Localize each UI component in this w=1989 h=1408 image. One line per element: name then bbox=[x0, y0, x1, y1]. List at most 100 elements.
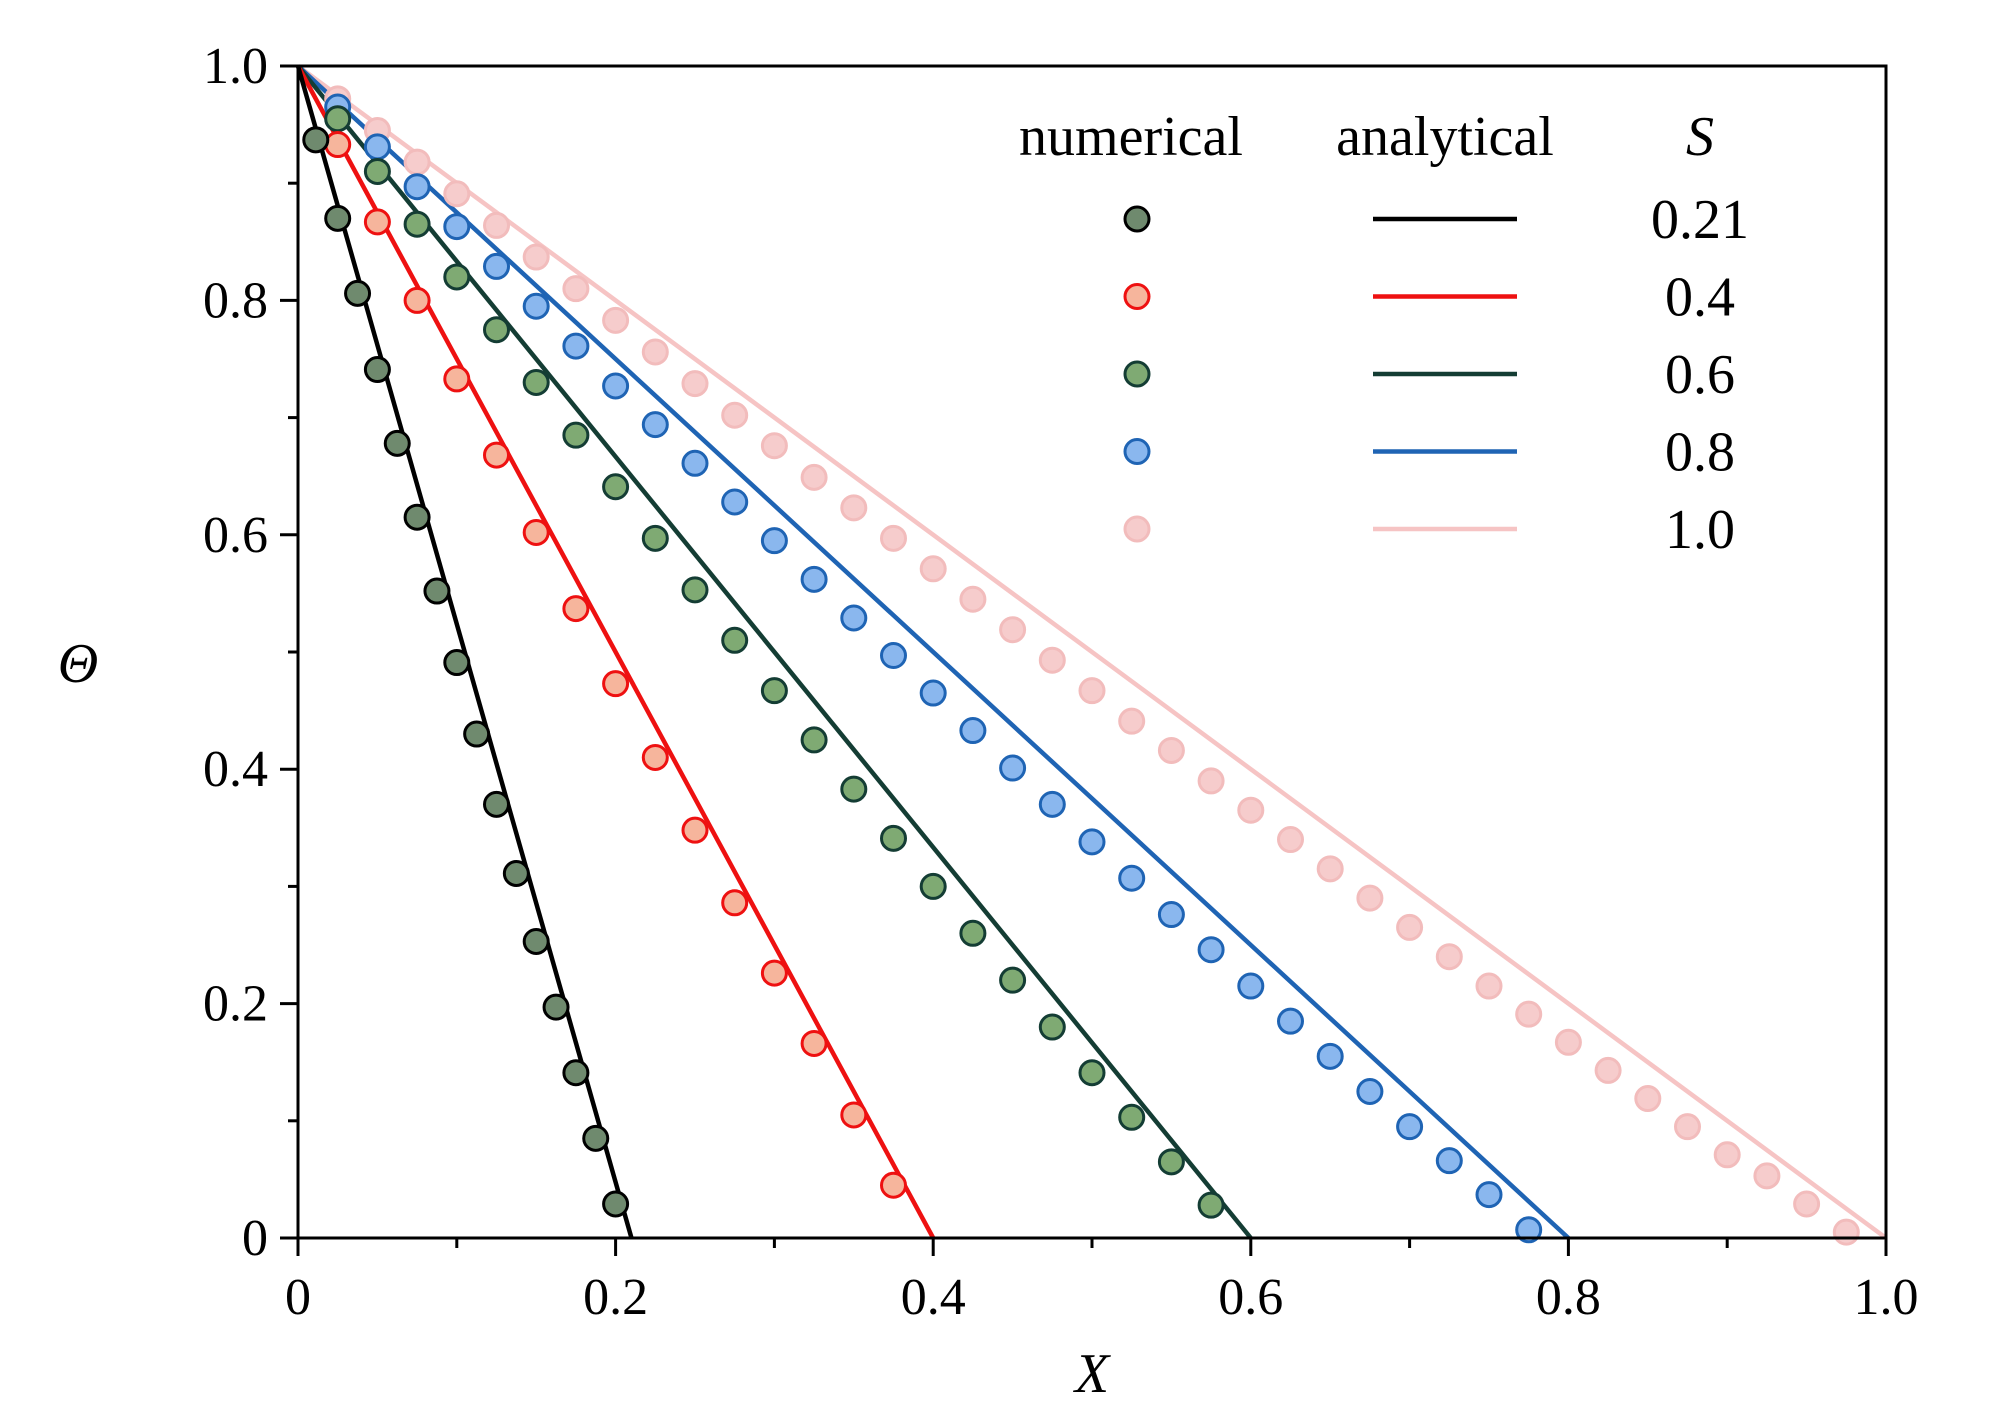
numerical-point-s-1.0 bbox=[562, 275, 590, 303]
numerical-point-s-0.8 bbox=[443, 213, 471, 241]
numerical-point-s-1.0 bbox=[1197, 767, 1225, 795]
numerical-point-s-0.6 bbox=[602, 473, 630, 501]
numerical-point-s-0.6 bbox=[721, 626, 749, 654]
numerical-point-s-0.21 bbox=[363, 356, 391, 384]
numerical-point-s-0.21 bbox=[344, 279, 372, 307]
numerical-point-s-1.0 bbox=[1713, 1141, 1741, 1169]
numerical-point-s-1.0 bbox=[1157, 736, 1185, 764]
numerical-point-s-1.0 bbox=[1793, 1190, 1821, 1218]
numerical-point-s-0.21 bbox=[403, 503, 431, 531]
numerical-point-s-1.0 bbox=[1038, 646, 1066, 674]
numerical-point-s-1.0 bbox=[681, 370, 709, 398]
y-tick-label: 0.2 bbox=[203, 976, 268, 1033]
numerical-point-s-0.8 bbox=[1316, 1042, 1344, 1070]
numerical-point-s-1.0 bbox=[760, 432, 788, 460]
numerical-point-s-0.6 bbox=[959, 919, 987, 947]
legend-label-s-0.21: 0.21 bbox=[1651, 189, 1749, 251]
numerical-point-s-0.8 bbox=[1157, 901, 1185, 929]
numerical-point-s-0.6 bbox=[522, 368, 550, 396]
numerical-point-s-0.6 bbox=[443, 263, 471, 291]
numerical-point-s-1.0 bbox=[919, 555, 947, 583]
numerical-point-s-0.4 bbox=[522, 518, 550, 546]
legend-header-analytical: analytical bbox=[1336, 106, 1554, 168]
y-tick-label: 1.0 bbox=[203, 38, 268, 95]
numerical-point-s-0.21 bbox=[483, 790, 510, 818]
numerical-point-s-1.0 bbox=[1475, 972, 1503, 1000]
numerical-point-s-1.0 bbox=[483, 211, 510, 239]
numerical-point-s-0.21 bbox=[302, 126, 330, 154]
numerical-point-s-0.6 bbox=[880, 824, 907, 852]
x-tick-label: 1.0 bbox=[1854, 1269, 1919, 1326]
legend-label-s-0.6: 0.6 bbox=[1665, 344, 1735, 406]
numerical-point-s-1.0 bbox=[641, 338, 669, 366]
numerical-point-s-1.0 bbox=[721, 401, 749, 429]
numerical-point-s-0.8 bbox=[403, 173, 431, 201]
legend-header-s: S bbox=[1686, 106, 1714, 168]
numerical-point-s-0.8 bbox=[363, 133, 391, 161]
y-axis-title: Θ bbox=[58, 633, 98, 695]
numerical-point-s-0.4 bbox=[602, 670, 630, 698]
numerical-point-s-1.0 bbox=[1515, 1000, 1543, 1028]
numerical-point-s-0.8 bbox=[1197, 936, 1225, 964]
numerical-point-s-1.0 bbox=[880, 524, 907, 552]
legend-label-s-0.4: 0.4 bbox=[1665, 267, 1735, 329]
legend-label-s-1.0: 1.0 bbox=[1665, 499, 1735, 561]
x-tick-label: 0.2 bbox=[583, 1269, 648, 1326]
numerical-point-s-0.8 bbox=[1118, 864, 1146, 892]
numerical-point-s-0.8 bbox=[1277, 1007, 1304, 1035]
numerical-point-s-0.6 bbox=[1078, 1059, 1106, 1087]
numerical-point-s-0.8 bbox=[483, 252, 510, 280]
x-axis-title: X bbox=[1073, 1343, 1112, 1403]
analytical-line-s-0.6 bbox=[296, 64, 1253, 1240]
numerical-point-s-0.4 bbox=[840, 1101, 868, 1129]
numerical-point-s-0.6 bbox=[1118, 1103, 1146, 1131]
numerical-point-s-0.8 bbox=[1038, 790, 1066, 818]
numerical-point-s-0.6 bbox=[562, 421, 590, 449]
numerical-point-s-0.8 bbox=[522, 292, 550, 320]
numerical-point-s-1.0 bbox=[800, 463, 828, 491]
numerical-point-s-1.0 bbox=[1356, 884, 1384, 912]
numerical-point-s-1.0 bbox=[1634, 1085, 1662, 1113]
numerical-point-s-0.4 bbox=[324, 131, 352, 159]
numerical-point-s-0.8 bbox=[1475, 1181, 1503, 1209]
numerical-point-s-0.6 bbox=[1157, 1148, 1185, 1176]
numerical-point-s-0.8 bbox=[641, 411, 669, 439]
numerical-point-s-0.21 bbox=[502, 860, 530, 888]
plot-frame bbox=[296, 64, 1888, 1240]
numerical-point-s-0.8 bbox=[1237, 972, 1265, 1000]
numerical-point-s-0.4 bbox=[363, 208, 391, 236]
y-tick-label: 0.6 bbox=[203, 507, 268, 564]
numerical-point-s-1.0 bbox=[602, 306, 630, 334]
numerical-point-s-0.6 bbox=[363, 157, 391, 185]
numerical-point-s-0.4 bbox=[562, 595, 590, 623]
numerical-point-s-0.8 bbox=[1515, 1216, 1543, 1244]
numerical-point-s-0.4 bbox=[403, 286, 431, 314]
numerical-point-s-0.4 bbox=[443, 365, 471, 393]
numerical-point-s-0.21 bbox=[383, 429, 411, 457]
x-tick-label: 0.8 bbox=[1536, 1269, 1601, 1326]
x-tick-label: 0 bbox=[285, 1269, 311, 1326]
legend-marker-s-0.21 bbox=[1123, 205, 1151, 233]
tick-labels: 0 0.2 0.4 0.6 0.8 1.0 0 0.2 0.4 0.6 0.8 1.0 bbox=[203, 38, 1919, 1326]
numerical-point-s-1.0 bbox=[1237, 796, 1265, 824]
numerical-point-s-0.8 bbox=[760, 527, 788, 555]
numerical-markers bbox=[302, 85, 1860, 1246]
y-tick-label: 0.8 bbox=[203, 272, 268, 329]
numerical-point-s-1.0 bbox=[1594, 1056, 1622, 1084]
numerical-point-s-0.8 bbox=[1435, 1147, 1463, 1175]
numerical-point-s-0.21 bbox=[602, 1190, 630, 1218]
numerical-point-s-1.0 bbox=[1554, 1028, 1582, 1056]
y-tick-label: 0.4 bbox=[203, 741, 268, 798]
numerical-point-s-0.21 bbox=[324, 204, 352, 232]
numerical-point-s-0.8 bbox=[562, 332, 590, 360]
numerical-point-s-0.21 bbox=[582, 1124, 610, 1152]
legend: numerical analytical S 0.21 0.4 0.6 0.8 1.0 bbox=[1019, 106, 1749, 561]
numerical-point-s-0.21 bbox=[542, 993, 570, 1021]
numerical-point-s-0.6 bbox=[403, 210, 431, 238]
numerical-point-s-1.0 bbox=[1674, 1113, 1701, 1141]
numerical-point-s-1.0 bbox=[1435, 943, 1463, 971]
numerical-point-s-1.0 bbox=[1396, 913, 1424, 941]
x-tick-label: 0.6 bbox=[1218, 1269, 1283, 1326]
